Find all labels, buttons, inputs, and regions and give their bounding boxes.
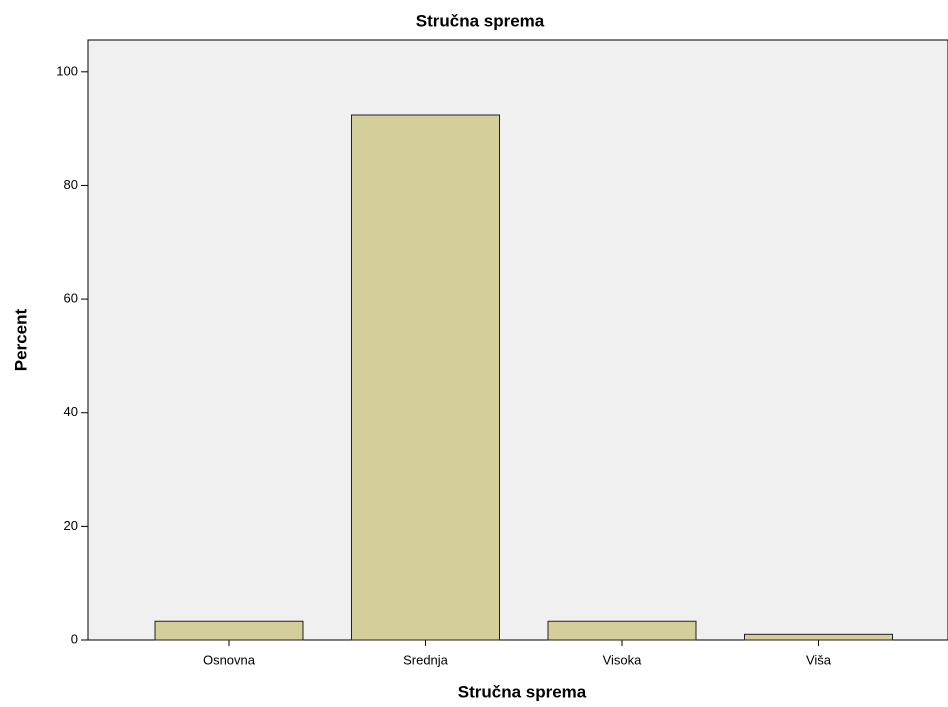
x-tick-label: Viša xyxy=(806,652,832,667)
bar xyxy=(547,620,697,641)
x-tick-label: Visoka xyxy=(603,652,643,667)
y-tick-label: 40 xyxy=(64,404,78,419)
y-tick-label: 80 xyxy=(64,177,78,192)
x-tick-label: Srednja xyxy=(403,652,449,667)
y-tick-label: 100 xyxy=(56,63,78,78)
x-tick-label: Osnovna xyxy=(203,652,256,667)
y-axis-label: Percent xyxy=(11,308,30,371)
y-tick-label: 20 xyxy=(64,518,78,533)
x-axis-label: Stručna sprema xyxy=(458,682,587,701)
chart-title: Stručna sprema xyxy=(416,11,545,30)
y-tick-label: 0 xyxy=(71,631,78,646)
bar xyxy=(351,114,500,641)
y-tick-label: 60 xyxy=(64,291,78,306)
bar xyxy=(744,633,893,641)
bar xyxy=(154,620,304,641)
plot-area xyxy=(87,39,948,641)
